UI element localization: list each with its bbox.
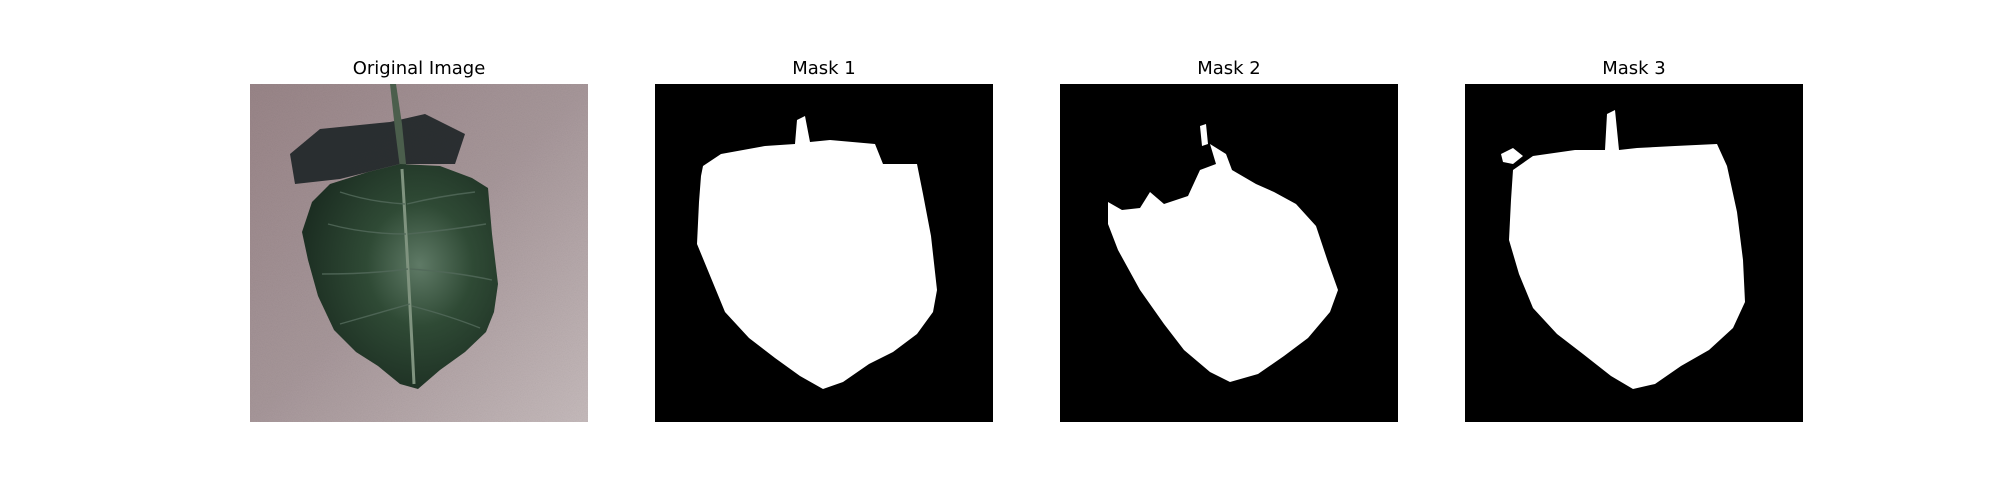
mask-3-fragment <box>1501 148 1523 164</box>
leaf-stem <box>390 84 407 176</box>
mask-1-image <box>655 84 993 422</box>
panel-title-original-image: Original Image <box>352 58 486 79</box>
panel-title-mask-3: Mask 3 <box>1602 58 1666 79</box>
mask-2-image <box>1060 84 1398 422</box>
mask-1-shape <box>697 116 937 389</box>
leaf-blade <box>302 164 498 389</box>
panel-title-mask-2: Mask 2 <box>1197 58 1261 79</box>
panel-title-mask-1: Mask 1 <box>792 58 856 79</box>
original-leaf-photo <box>250 84 588 422</box>
mask-1-panel <box>655 84 993 422</box>
mask-2-fragment <box>1200 124 1208 146</box>
mask-2-shape <box>1108 144 1338 382</box>
mask-3-shape <box>1509 110 1745 389</box>
leaf-shadow <box>290 114 465 184</box>
leaf-veins <box>321 191 493 329</box>
original-image-panel <box>250 84 588 422</box>
mask-3-image <box>1465 84 1803 422</box>
leaf-midrib <box>400 168 416 385</box>
mask-3-panel <box>1465 84 1803 422</box>
mask-2-panel <box>1060 84 1398 422</box>
